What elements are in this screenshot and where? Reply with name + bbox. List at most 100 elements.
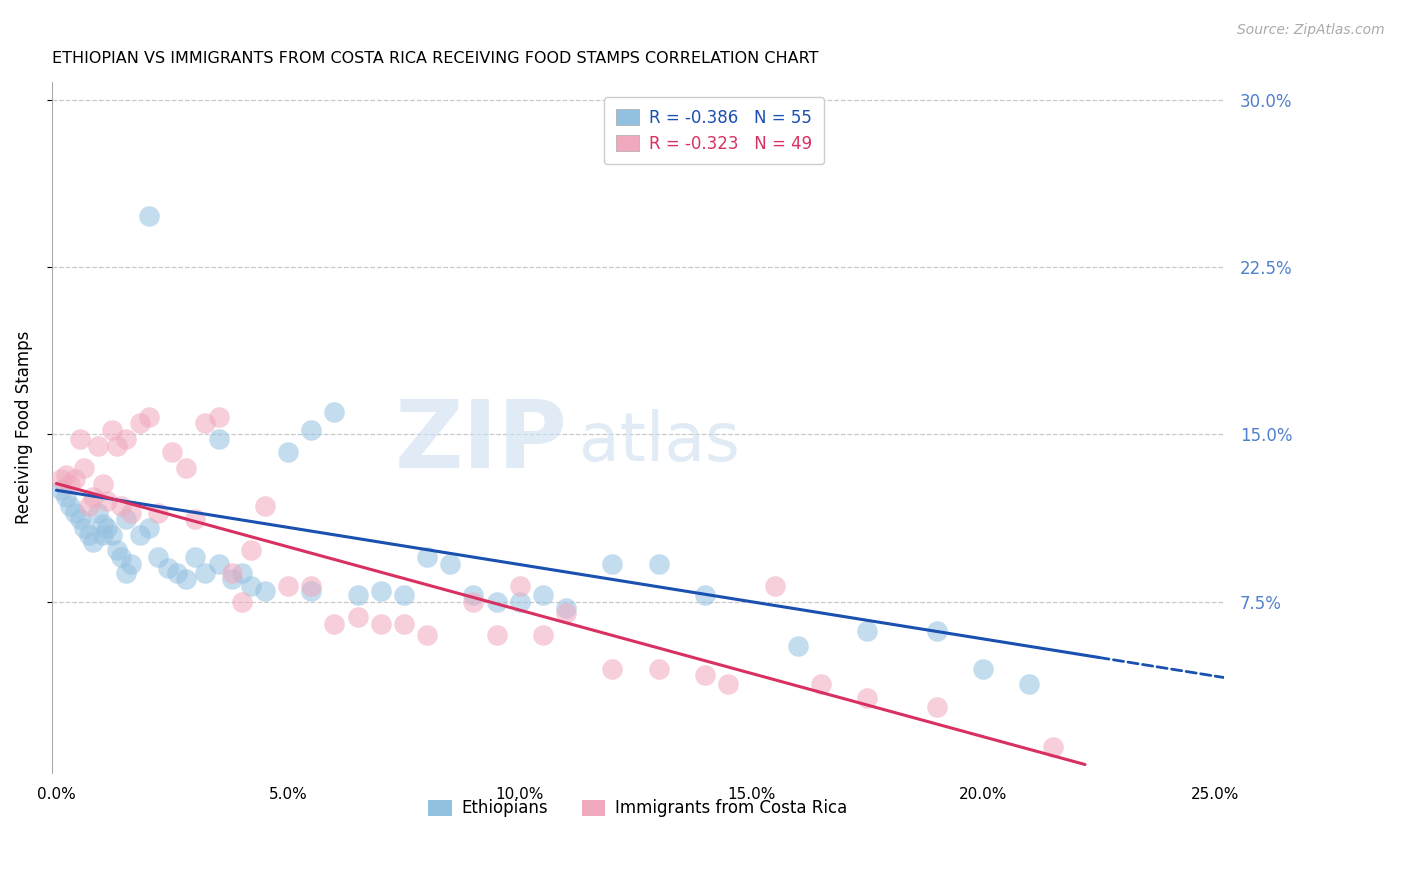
Point <box>166 566 188 580</box>
Text: ZIP: ZIP <box>395 396 568 488</box>
Point <box>323 617 346 632</box>
Text: Source: ZipAtlas.com: Source: ZipAtlas.com <box>1237 23 1385 37</box>
Point <box>55 490 77 504</box>
Point <box>207 557 229 571</box>
Point <box>693 588 716 602</box>
Point <box>693 668 716 682</box>
Point <box>299 583 322 598</box>
Point <box>392 617 415 632</box>
Point <box>925 699 948 714</box>
Point <box>602 662 624 676</box>
Point <box>96 494 118 508</box>
Point <box>925 624 948 638</box>
Point <box>128 528 150 542</box>
Point <box>184 512 207 526</box>
Point <box>73 521 96 535</box>
Legend: Ethiopians, Immigrants from Costa Rica: Ethiopians, Immigrants from Costa Rica <box>422 792 853 824</box>
Point <box>128 417 150 431</box>
Point <box>87 439 110 453</box>
Point <box>49 472 72 486</box>
Point <box>101 423 124 437</box>
Point <box>148 550 170 565</box>
Point <box>463 588 485 602</box>
Point <box>1042 739 1064 754</box>
Point <box>717 677 740 691</box>
Text: ETHIOPIAN VS IMMIGRANTS FROM COSTA RICA RECEIVING FOOD STAMPS CORRELATION CHART: ETHIOPIAN VS IMMIGRANTS FROM COSTA RICA … <box>52 51 818 66</box>
Point <box>856 690 879 705</box>
Point <box>59 499 82 513</box>
Point <box>120 557 142 571</box>
Point <box>138 521 160 535</box>
Point <box>69 432 91 446</box>
Point <box>763 579 786 593</box>
Point <box>346 610 368 624</box>
Point <box>77 499 100 513</box>
Point <box>323 405 346 419</box>
Point <box>207 432 229 446</box>
Point <box>810 677 832 691</box>
Point <box>439 557 461 571</box>
Point <box>856 624 879 638</box>
Point <box>82 534 104 549</box>
Point <box>138 409 160 424</box>
Point <box>59 476 82 491</box>
Point <box>63 472 86 486</box>
Point <box>416 550 439 565</box>
Point <box>87 506 110 520</box>
Point <box>240 579 263 593</box>
Point <box>156 561 179 575</box>
Point <box>602 557 624 571</box>
Point <box>277 445 299 459</box>
Point <box>277 579 299 593</box>
Point <box>194 566 217 580</box>
Point <box>73 461 96 475</box>
Point <box>648 557 671 571</box>
Point <box>531 588 554 602</box>
Point <box>416 628 439 642</box>
Point <box>184 550 207 565</box>
Point <box>253 583 276 598</box>
Point <box>91 528 114 542</box>
Point <box>299 423 322 437</box>
Point <box>105 543 128 558</box>
Point <box>110 499 132 513</box>
Point <box>370 583 392 598</box>
Point <box>346 588 368 602</box>
Point <box>392 588 415 602</box>
Point <box>120 506 142 520</box>
Point <box>91 516 114 531</box>
Point <box>485 595 508 609</box>
Point <box>299 579 322 593</box>
Point <box>240 543 263 558</box>
Point <box>221 573 243 587</box>
Point <box>253 499 276 513</box>
Point <box>115 512 138 526</box>
Y-axis label: Receiving Food Stamps: Receiving Food Stamps <box>15 331 32 524</box>
Point <box>101 528 124 542</box>
Point <box>555 606 578 620</box>
Point <box>370 617 392 632</box>
Point <box>555 601 578 615</box>
Point <box>49 483 72 498</box>
Point <box>160 445 183 459</box>
Point <box>63 506 86 520</box>
Point <box>231 595 253 609</box>
Point <box>105 439 128 453</box>
Point <box>69 512 91 526</box>
Point <box>221 566 243 580</box>
Point <box>82 490 104 504</box>
Point <box>55 467 77 482</box>
Point <box>786 640 808 654</box>
Point <box>96 521 118 535</box>
Point <box>231 566 253 580</box>
Point <box>972 662 994 676</box>
Point <box>115 432 138 446</box>
Point <box>463 595 485 609</box>
Point <box>1018 677 1040 691</box>
Point <box>207 409 229 424</box>
Point <box>531 628 554 642</box>
Point <box>115 566 138 580</box>
Point <box>148 506 170 520</box>
Text: atlas: atlas <box>579 409 740 475</box>
Point <box>648 662 671 676</box>
